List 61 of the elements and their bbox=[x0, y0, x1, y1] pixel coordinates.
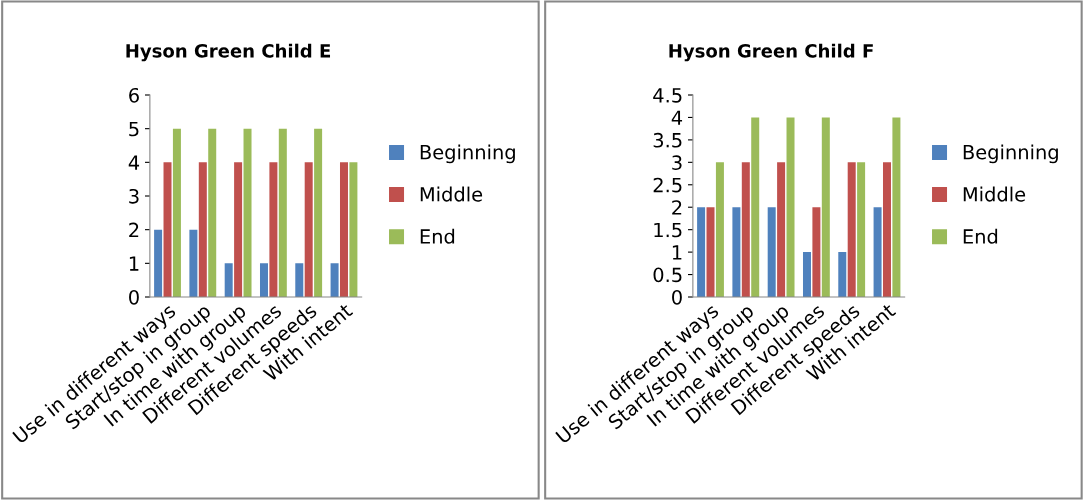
bar bbox=[163, 162, 172, 297]
y-tick-label: 3 bbox=[672, 155, 682, 170]
y-tick-label: 2 bbox=[129, 222, 139, 238]
bar bbox=[751, 117, 760, 297]
bar bbox=[339, 162, 348, 297]
y-tick-label: 3 bbox=[129, 188, 139, 204]
bar bbox=[330, 263, 339, 297]
bar bbox=[243, 128, 252, 297]
chart-title: Hyson Green Child F bbox=[669, 43, 873, 62]
y-tick-label: 2 bbox=[672, 200, 682, 215]
bar bbox=[697, 207, 706, 297]
bar bbox=[314, 128, 323, 297]
bar bbox=[857, 162, 866, 297]
bar bbox=[786, 117, 795, 297]
y-tick-label: 1.5 bbox=[654, 222, 682, 238]
legend-label: Beginning bbox=[420, 144, 515, 164]
bar bbox=[777, 162, 786, 297]
bar bbox=[802, 252, 811, 297]
y-tick-label: 4 bbox=[671, 110, 683, 125]
bar bbox=[198, 162, 207, 297]
bar bbox=[234, 162, 243, 297]
bar bbox=[838, 252, 847, 297]
y-tick-label: 1 bbox=[672, 245, 682, 260]
bar bbox=[259, 263, 268, 297]
y-tick-label: 3.5 bbox=[653, 132, 682, 148]
bar bbox=[873, 207, 882, 297]
bar bbox=[189, 229, 198, 297]
bar bbox=[349, 162, 358, 297]
bar bbox=[208, 128, 217, 297]
y-tick-label: 0.5 bbox=[653, 267, 682, 283]
bar bbox=[812, 207, 821, 297]
bar bbox=[224, 263, 233, 297]
bar bbox=[295, 263, 304, 297]
bar bbox=[172, 128, 181, 297]
bar bbox=[882, 162, 891, 297]
y-tick-label: 4.5 bbox=[653, 88, 682, 103]
bar bbox=[847, 162, 856, 297]
bar bbox=[892, 117, 901, 297]
legend-label: End bbox=[420, 228, 455, 244]
y-tick-label: 1 bbox=[129, 256, 139, 271]
legend-label: Beginning bbox=[963, 144, 1058, 164]
y-tick-label: 5 bbox=[129, 121, 139, 137]
bar bbox=[732, 207, 741, 297]
bar bbox=[767, 207, 776, 297]
legend-label: Middle bbox=[420, 186, 483, 202]
bar bbox=[706, 207, 715, 297]
y-tick-label: 6 bbox=[129, 87, 139, 103]
y-tick-label: 0 bbox=[672, 289, 682, 305]
legend-label: Middle bbox=[963, 186, 1026, 202]
bar bbox=[821, 117, 830, 297]
bar bbox=[741, 162, 750, 297]
bar bbox=[715, 162, 724, 297]
y-tick-label: 2.5 bbox=[653, 177, 682, 193]
bar bbox=[154, 229, 163, 297]
bar bbox=[304, 162, 313, 297]
y-tick-label: 4 bbox=[128, 155, 140, 170]
bar bbox=[278, 128, 287, 297]
y-tick-label: 0 bbox=[129, 289, 139, 305]
legend-label: End bbox=[963, 228, 998, 244]
bar bbox=[269, 162, 278, 297]
chart-title: Hyson Green Child E bbox=[126, 43, 331, 62]
